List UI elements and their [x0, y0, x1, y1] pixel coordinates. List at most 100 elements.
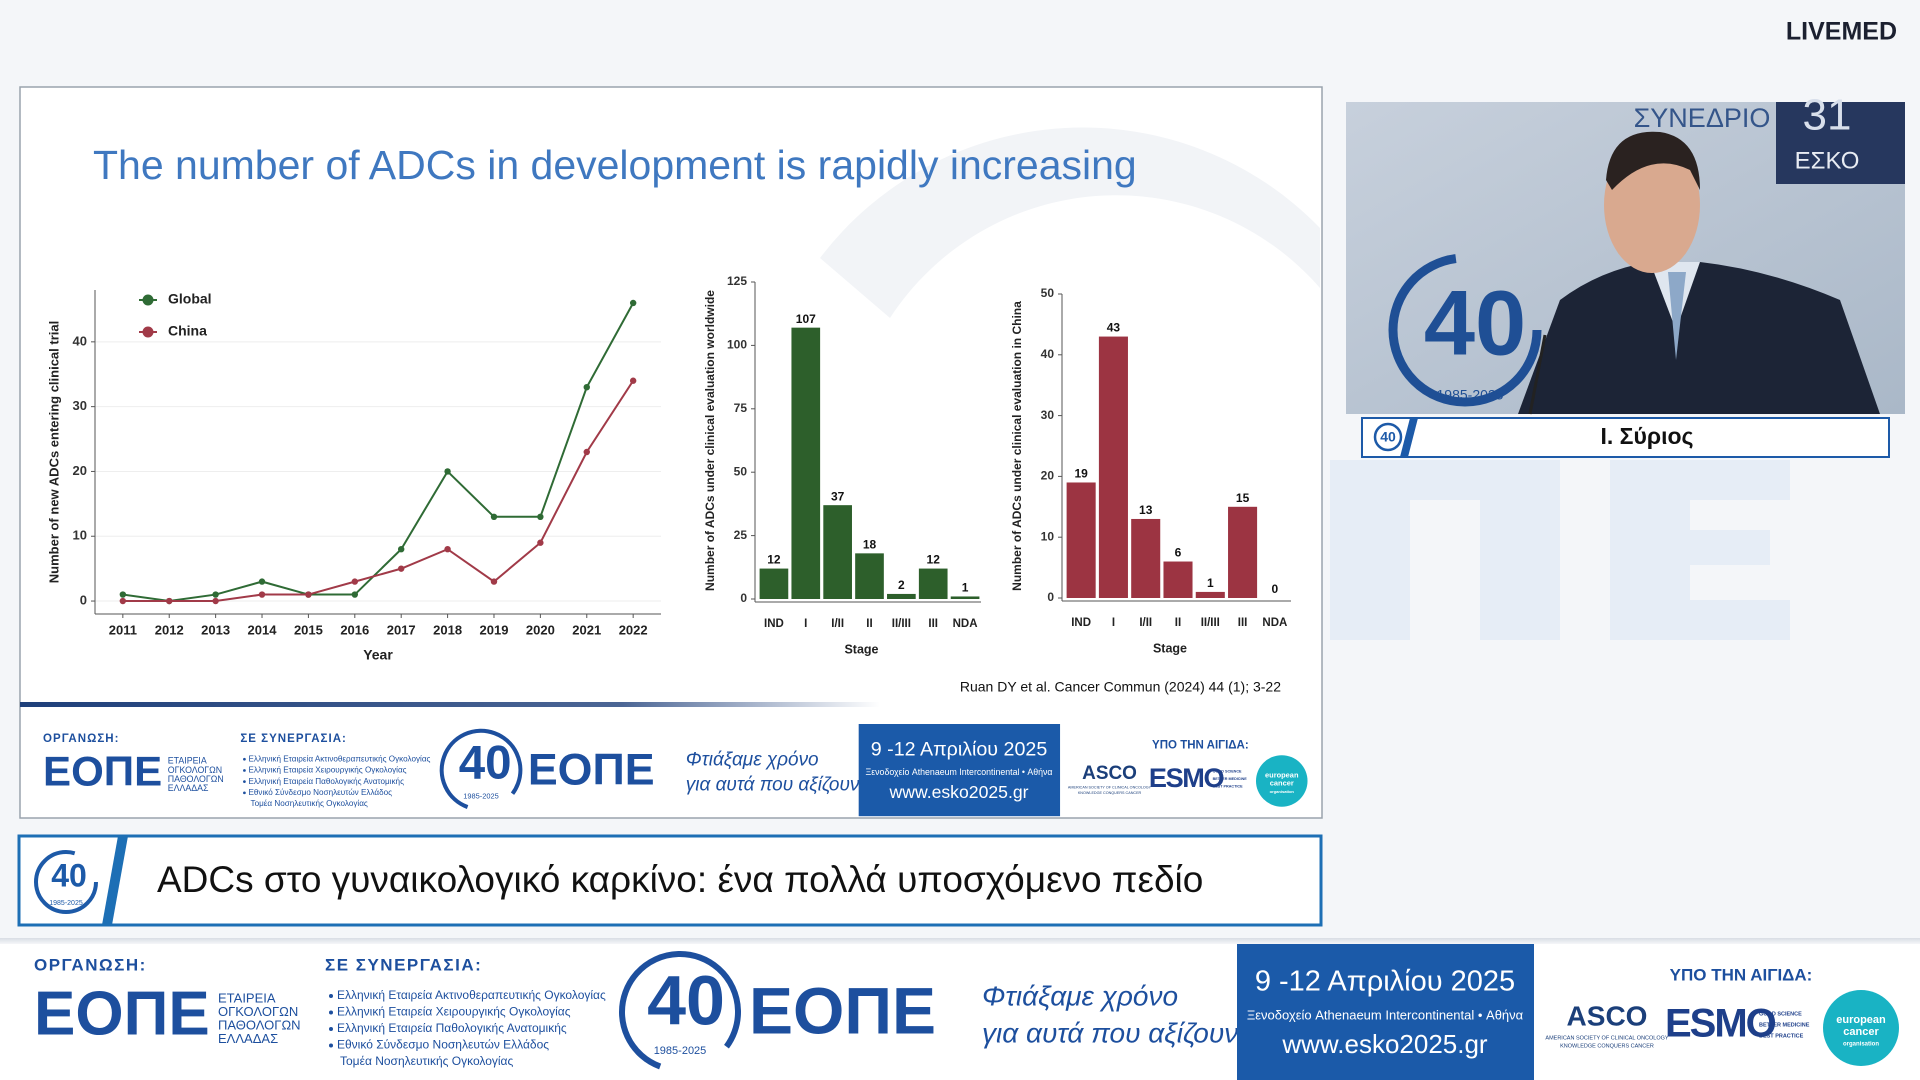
bullet — [329, 994, 333, 998]
x-tick-label: II — [1175, 617, 1181, 629]
slide-title: The number of ADCs in development is rap… — [93, 142, 1137, 188]
x-tick-label: NDA — [1262, 617, 1287, 629]
organiser-name: ΕΤΑΙΡΕΙΑ — [168, 756, 207, 766]
y-tick-label: 25 — [734, 528, 748, 542]
esmo-tagline: GOOD SCIENCE — [1759, 1011, 1802, 1017]
data-point — [397, 565, 405, 572]
organiser-name: ΟΓΚΟΛΟΓΩΝ — [218, 1004, 298, 1019]
data-point — [351, 578, 359, 585]
asco-logo: ASCO — [1567, 1000, 1648, 1031]
esmo-tagline: BETTER MEDICINE — [1213, 777, 1248, 781]
bar — [855, 553, 884, 599]
y-tick-label: 0 — [80, 592, 87, 607]
asco-logo: ASCO — [1082, 763, 1137, 784]
x-tick-label: II — [866, 618, 872, 630]
name-bar-logo — [1373, 422, 1403, 452]
data-point — [583, 448, 590, 456]
organiser-name: ΟΓΚΟΛΟΓΩΝ — [168, 765, 222, 775]
bullet — [329, 1027, 333, 1031]
slogan: Φτιάξαμε χρόνο — [982, 980, 1178, 1011]
partner: Εθνικό Σύνδεσμο Νοσηλευτών Ελλάδος — [337, 1038, 549, 1052]
event-banner: ΟΡΓΑΝΩΣΗ:ΕΟΠΕ ΕΤΑΙΡΕΙΑΟΓΚΟΛΟΓΩΝΠΑΘΟΛΟΓΩΝΕ… — [34, 944, 1899, 1080]
esmo-logo: ESMO — [1665, 1002, 1776, 1046]
name-bar: 40 Ι. Σύριος — [1361, 417, 1890, 458]
esmo-tagline: GOOD SCIENCE — [1213, 769, 1242, 773]
slide-watermark — [820, 127, 1320, 318]
x-tick-label: III — [928, 618, 938, 630]
value-label: 0 — [1272, 582, 1279, 596]
eco-text: organisation — [1843, 1042, 1879, 1048]
data-point — [397, 546, 405, 553]
x-tick-label: 2018 — [433, 622, 462, 637]
slide-banner: ΟΡΓΑΝΩΣΗ:ΕΟΠΕ ΕΤΑΙΡΕΙΑΟΓΚΟΛΟΓΩΝΠΑΘΟΛΟΓΩΝΕ… — [43, 724, 1308, 817]
slide-rule — [20, 702, 880, 707]
value-label: 43 — [1107, 321, 1121, 335]
x-tick-label: III — [1238, 617, 1248, 629]
slogan: Φτιάξαμε χρόνο — [686, 750, 819, 771]
x-tick-label: IND — [1071, 617, 1091, 629]
data-point — [444, 468, 451, 475]
legend-swatch — [142, 294, 154, 306]
dates: 9 -12 Απριλίου 2025 — [871, 739, 1048, 761]
eco-text: cancer — [1843, 1026, 1879, 1038]
anniversary-ring — [439, 728, 523, 812]
data-point — [490, 578, 498, 585]
x-axis-label: Stage — [844, 642, 878, 656]
bar — [1098, 336, 1128, 598]
data-point — [212, 597, 219, 605]
y-tick-label: 20 — [73, 463, 87, 478]
data-point — [119, 591, 127, 598]
y-axis-label: Number of new ADCs entering clinical tri… — [46, 321, 61, 583]
anniversary-years: 1985-2025 — [654, 1045, 707, 1057]
organiser-label: ΟΡΓΑΝΩΣΗ: — [43, 733, 119, 745]
value-label: 2 — [898, 578, 905, 592]
y-tick-label: 75 — [734, 401, 748, 415]
speaker-hair — [1606, 131, 1700, 190]
dates: 9 -12 Απριλίου 2025 — [1255, 966, 1515, 998]
value-label: 12 — [927, 553, 941, 567]
bar — [950, 596, 980, 599]
esmo-logo: ESMO — [1149, 762, 1224, 793]
bar — [918, 568, 948, 599]
url: www.esko2025.gr — [1281, 1029, 1488, 1059]
anniversary-years: 1985-2025 — [463, 792, 499, 801]
anniversary: 40 — [647, 961, 725, 1039]
y-tick-label: 50 — [734, 464, 748, 478]
x-axis-label: Stage — [1153, 641, 1187, 655]
value-label: 6 — [1175, 546, 1182, 560]
data-point — [166, 597, 173, 605]
x-tick-label: I — [1112, 617, 1115, 629]
slogan: για αυτά που αξίζουν — [686, 775, 860, 796]
y-tick-label: 0 — [740, 591, 747, 605]
bar — [1163, 561, 1193, 598]
event-logo: ΕΟΠΕ — [749, 973, 936, 1047]
bullet — [329, 1043, 333, 1048]
y-tick-label: 40 — [1041, 347, 1055, 361]
watermark — [1330, 460, 1790, 640]
value-label: 37 — [831, 489, 845, 503]
y-tick-label: 30 — [1041, 408, 1055, 422]
bullet — [243, 757, 246, 761]
lower-third-stripe — [102, 836, 128, 925]
backdrop-panel — [1776, 102, 1905, 184]
y-tick-label: 10 — [73, 528, 87, 543]
series-line — [122, 302, 635, 603]
data-point — [444, 546, 451, 553]
backdrop-text: ΕΣΚΟ — [1795, 147, 1860, 174]
value-label: 12 — [767, 553, 781, 567]
partner: Ελληνική Εταιρεία Παθολογικής Ανατομικής — [337, 1021, 567, 1035]
legend-label: China — [168, 323, 207, 339]
x-tick-label: 2015 — [294, 622, 323, 637]
eco-logo — [1255, 755, 1308, 807]
value-label: 1 — [1207, 576, 1214, 590]
speaker-suit — [1518, 262, 1880, 414]
bar — [1195, 591, 1225, 598]
eco-text: cancer — [1270, 779, 1294, 788]
lower-third-box — [17, 834, 1323, 927]
x-tick-label: 2022 — [619, 622, 648, 637]
asco-tagline: KNOWLEDGE CONQUERS CANCER — [1560, 1043, 1654, 1049]
auspices-label: ΥΠΟ ΤΗΝ ΑΙΓΙΔΑ: — [1152, 740, 1249, 752]
x-tick-label: 2020 — [526, 622, 555, 637]
y-tick-label: 0 — [1047, 590, 1054, 604]
eco-text: european — [1836, 1014, 1886, 1026]
